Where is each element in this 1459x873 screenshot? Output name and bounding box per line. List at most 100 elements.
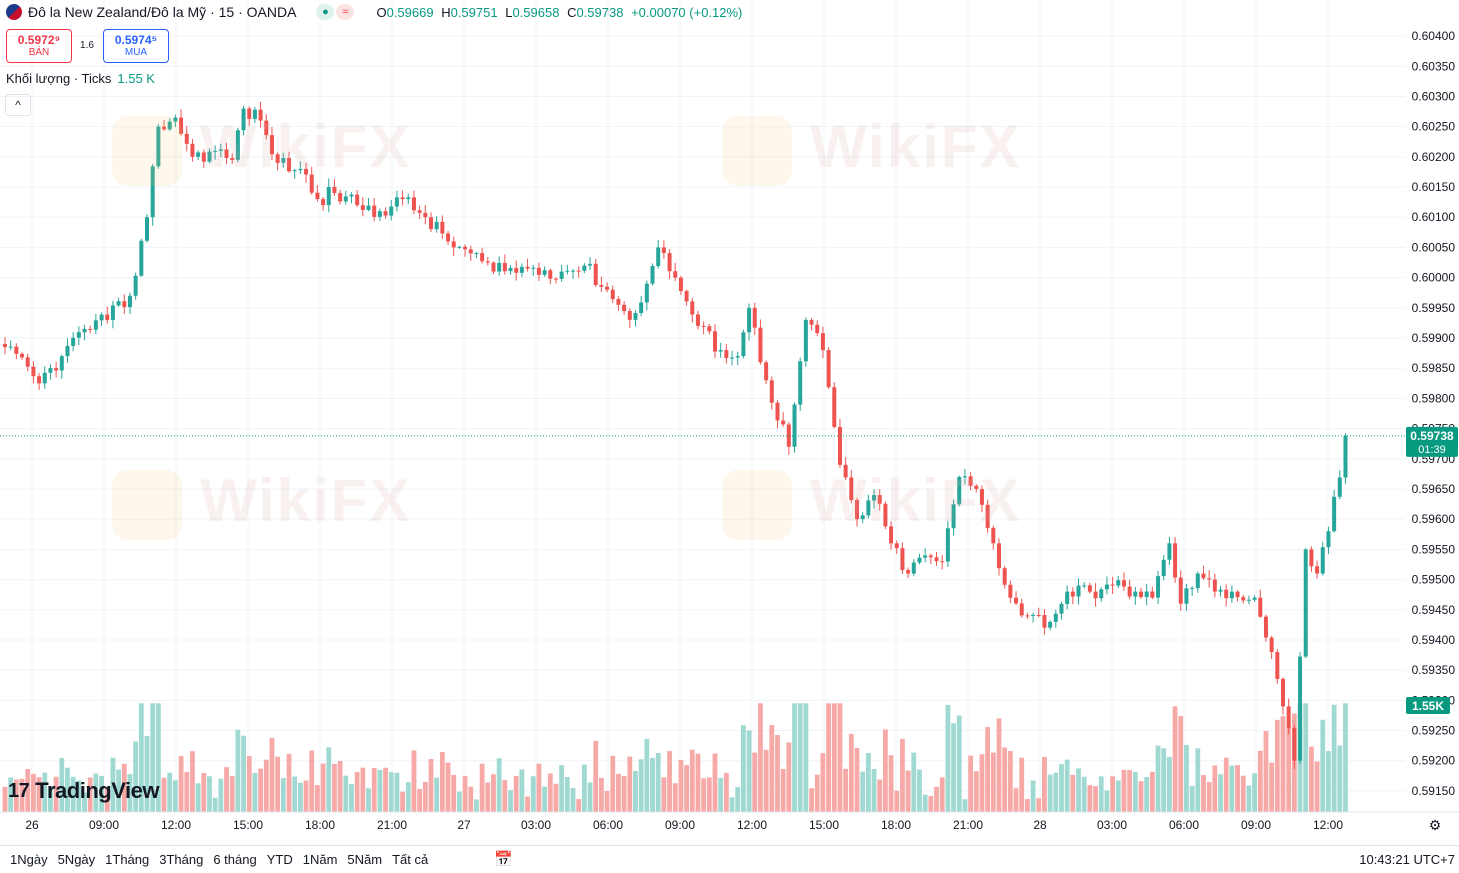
volume-legend[interactable]: Khối lượng · Ticks 1.55 K — [6, 71, 155, 86]
y-tick-label: 0.60050 — [1412, 240, 1456, 254]
delayed-data-icon[interactable]: ≈ — [336, 4, 355, 20]
volume-bar — [2, 786, 8, 812]
volume-bar — [1195, 748, 1201, 812]
volume-bars — [2, 703, 1348, 812]
timeframe-2[interactable]: 1Tháng — [105, 852, 150, 867]
candle-body — [855, 500, 859, 520]
calendar-icon[interactable]: 📅 — [494, 851, 513, 868]
volume-bar — [792, 703, 797, 812]
candle-body — [1184, 588, 1189, 604]
ohlc-values: O0.59669 H0.59751 L0.59658 C0.59738 +0.0… — [376, 4, 743, 20]
tradingview-icon: 17 — [8, 779, 30, 802]
volume-bar — [1252, 773, 1257, 812]
time-axis[interactable]: 26 09:00 12:00 15:00 18:00 21:00 27 03:00 06:00 0… — [0, 811, 1459, 833]
candle-body — [917, 557, 922, 563]
timeframe-4[interactable]: 6 tháng — [213, 852, 257, 867]
y-tick-label: 0.60100 — [1412, 210, 1456, 224]
volume-bar — [161, 777, 167, 812]
collapse-legend-button[interactable]: ^ — [5, 94, 31, 116]
volume-bar — [644, 738, 650, 812]
clock[interactable]: 10:43:21 UTC+7 — [1359, 852, 1455, 867]
y-tick-label: 0.59650 — [1412, 482, 1456, 496]
candle-body — [525, 266, 530, 269]
candle-body — [730, 357, 735, 359]
candle-body — [235, 130, 240, 160]
volume-bar — [1155, 745, 1161, 812]
volume-bar — [973, 771, 979, 812]
volume-bar — [1007, 750, 1013, 812]
volume-bar — [343, 775, 349, 812]
candle-body — [786, 424, 791, 447]
candle-body — [1281, 678, 1285, 707]
volume-bar — [1053, 772, 1059, 812]
volume-bar — [1263, 731, 1269, 812]
volume-bar — [701, 778, 707, 812]
volume-bar — [241, 735, 246, 812]
candle-body — [781, 420, 786, 425]
volume-bar — [684, 764, 689, 812]
volume-bar — [848, 733, 854, 812]
price-chart[interactable]: 0.60400 0.60350 0.60300 0.60250 0.60200 0.601… — [0, 0, 1459, 845]
timeframe-7[interactable]: 5Năm — [347, 852, 383, 867]
symbol-title[interactable]: Đô la New Zealand/Đô la Mỹ · 15 · OANDA — [28, 4, 297, 20]
volume-bar — [133, 741, 139, 812]
volume-bar — [1036, 798, 1042, 812]
candle-body — [764, 362, 769, 381]
timeframe-1[interactable]: 5Ngày — [57, 852, 96, 867]
candle-body — [1298, 656, 1303, 761]
candle-body — [93, 320, 98, 330]
volume-bar — [769, 725, 775, 812]
candle-body — [849, 477, 854, 501]
candle-body — [610, 289, 615, 300]
candle-body — [1161, 559, 1166, 577]
candle-body — [287, 158, 291, 172]
volume-bar — [610, 755, 616, 812]
candle-body — [889, 526, 894, 544]
candle-body — [684, 291, 689, 302]
buy-button[interactable]: 0.5974⁵ MUA — [103, 29, 169, 63]
volume-bar — [536, 763, 542, 812]
candle-body — [1025, 615, 1030, 617]
volume-bar — [837, 703, 843, 812]
timeframe-8[interactable]: Tất cả — [392, 852, 429, 867]
candle-body — [678, 277, 683, 292]
timeframe-3[interactable]: 3Tháng — [159, 852, 204, 867]
volume-bar — [860, 771, 866, 812]
x-tick-label: 21:00 — [377, 818, 407, 832]
candle-body — [423, 212, 428, 218]
candle-body — [718, 350, 723, 352]
candle-body — [860, 515, 865, 520]
x-tick-label: 06:00 — [1169, 818, 1199, 832]
candle-body — [605, 286, 610, 290]
candle-body — [815, 324, 820, 334]
candle-body — [241, 108, 246, 131]
volume-bar — [428, 758, 434, 812]
candle-body — [338, 193, 343, 202]
candle-body — [167, 121, 172, 130]
volume-bar — [212, 797, 218, 812]
price-axis[interactable]: 0.60400 0.60350 0.60300 0.60250 0.60200 0.601… — [1405, 0, 1459, 845]
timeframe-5[interactable]: YTD — [266, 852, 293, 867]
candle-body — [1178, 577, 1183, 604]
settings-icon[interactable]: ⚙ — [1429, 817, 1442, 833]
candle-body — [275, 154, 280, 163]
candle-body — [71, 337, 76, 346]
volume-bar — [59, 758, 65, 812]
candle-body — [31, 366, 36, 377]
timeframe-0[interactable]: 1Ngày — [10, 852, 48, 867]
sell-label: BÁN — [28, 47, 50, 58]
volume-bar — [854, 747, 860, 812]
x-tick-label: 15:00 — [233, 818, 263, 832]
candle-body — [179, 117, 184, 134]
timeframe-6[interactable]: 1Năm — [302, 852, 338, 867]
chart-grid — [0, 0, 1405, 812]
volume-bar — [297, 782, 303, 812]
volume-bar — [315, 785, 320, 812]
tradingview-logo[interactable]: 17 TradingView — [8, 778, 159, 804]
sell-button[interactable]: 0.5972⁹ BÁN — [6, 29, 72, 63]
volume-bar — [1331, 704, 1337, 812]
volume-bar — [1149, 771, 1155, 812]
candle-body — [923, 555, 928, 558]
volume-bar — [235, 729, 241, 812]
volume-value: 1.55 K — [117, 71, 155, 86]
